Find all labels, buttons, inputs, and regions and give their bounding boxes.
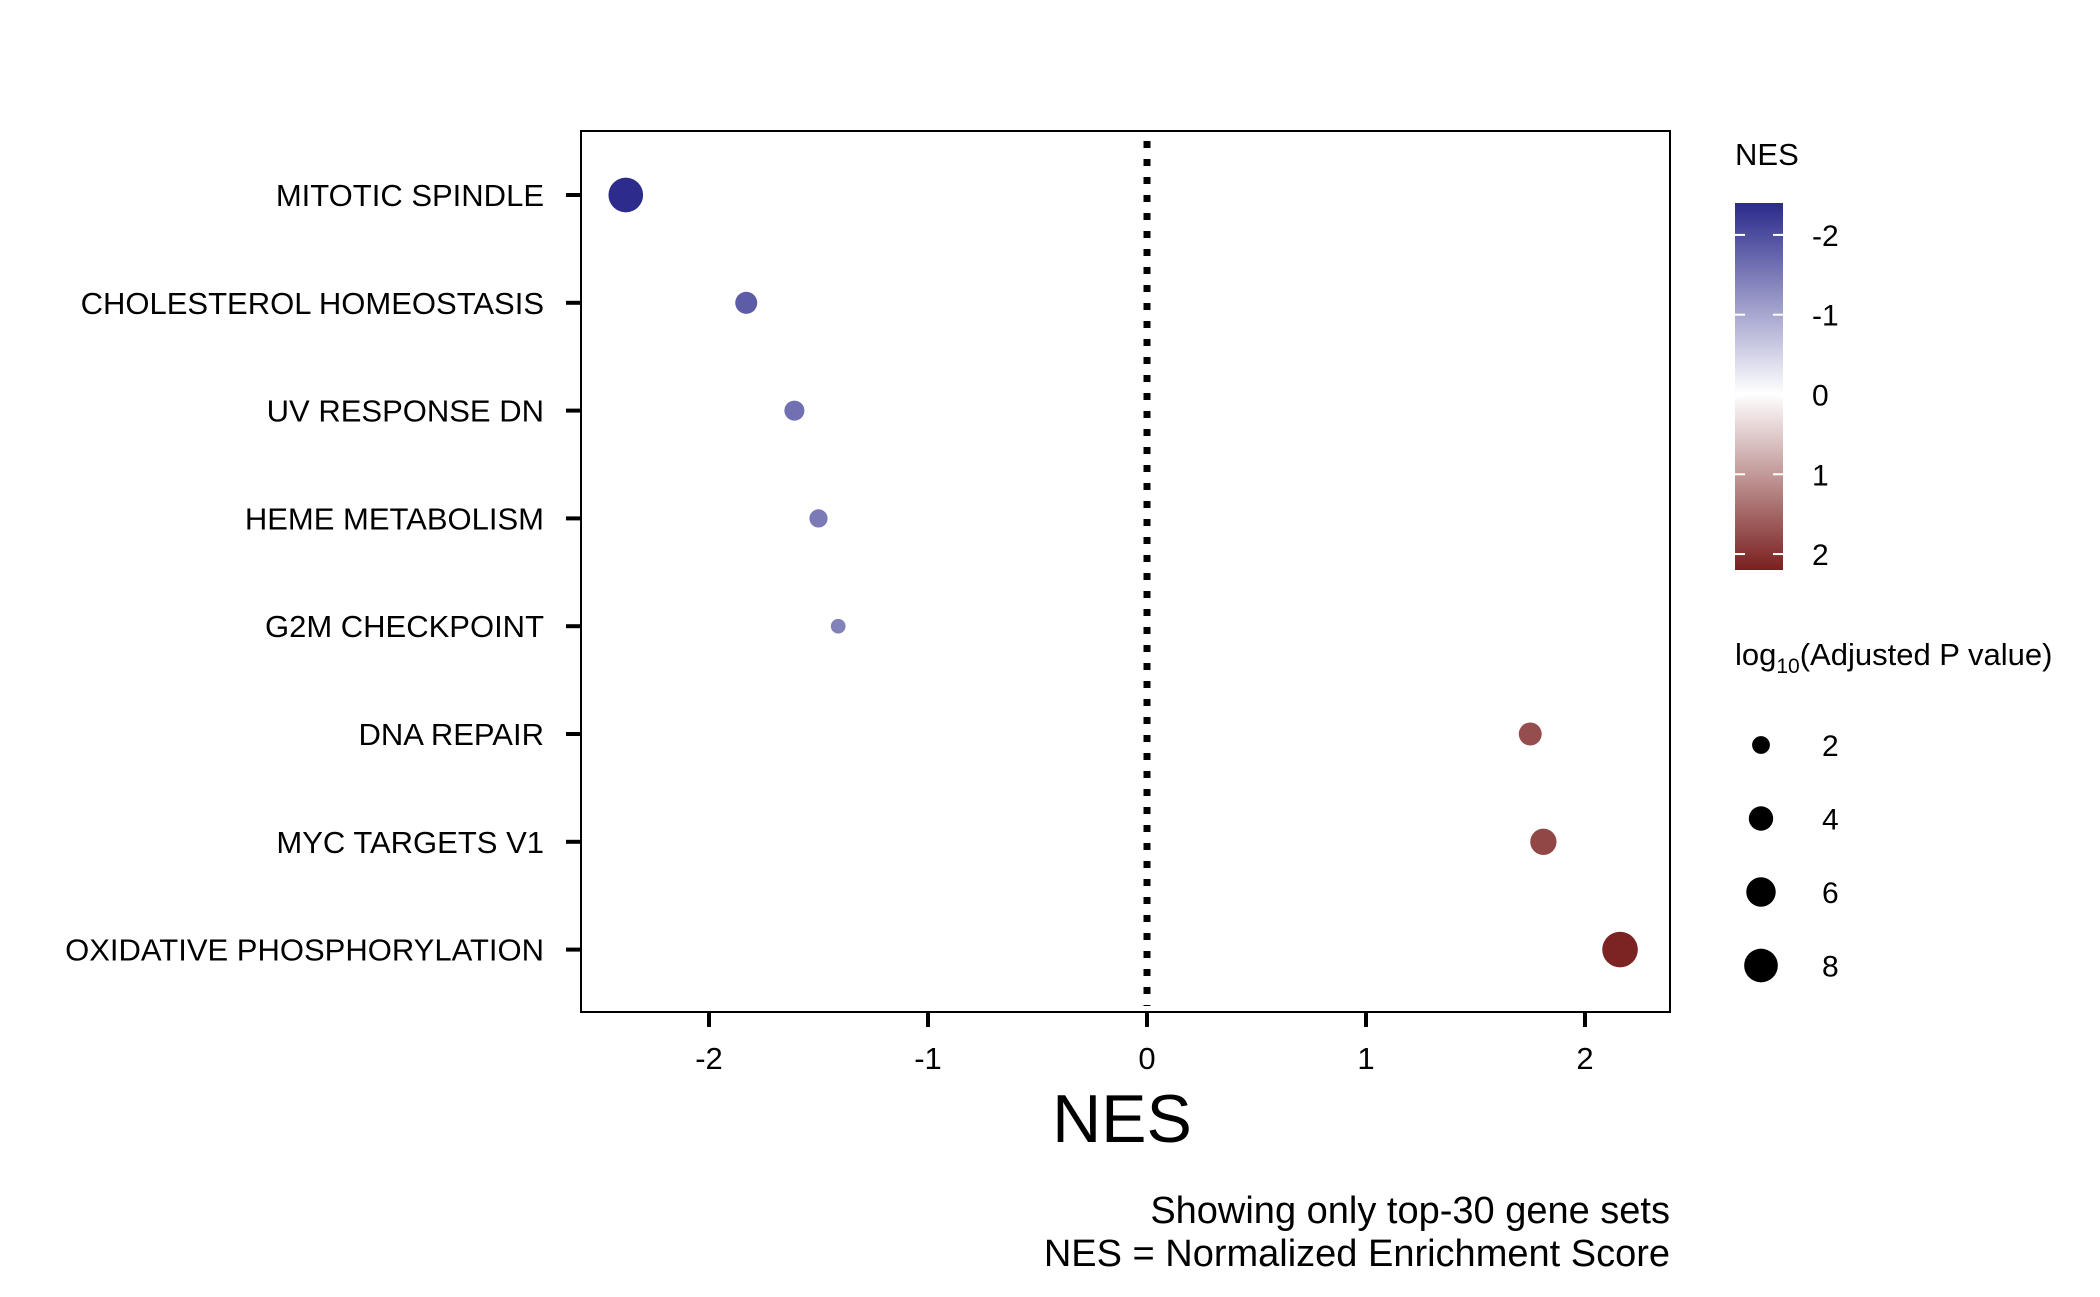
- size-legend-title-subscript: 10: [1776, 655, 1799, 678]
- caption-line-2: NES = Normalized Enrichment Score: [1044, 1233, 1670, 1275]
- points: [608, 177, 1638, 968]
- x-tick-label: 2: [1576, 1041, 1593, 1076]
- y-tick-label: MYC TARGETS V1: [276, 825, 544, 860]
- color-legend-tick-label: -2: [1812, 220, 1839, 253]
- color-legend-tick-label: -1: [1812, 300, 1839, 333]
- y-tick-label: CHOLESTEROL HOMEOSTASIS: [81, 286, 544, 321]
- y-tick-label: G2M CHECKPOINT: [265, 609, 544, 644]
- y-axis: MITOTIC SPINDLE CHOLESTEROL HOMEOSTASIS UV…: [65, 178, 581, 968]
- point: [608, 177, 644, 213]
- color-legend-ticks: -2 -1 0 1 2: [1735, 220, 1839, 572]
- color-legend-tick-label: 1: [1812, 459, 1829, 492]
- plot-panel-border: [580, 130, 1671, 1013]
- size-legend-key: [1744, 948, 1778, 983]
- color-legend-tick-label: 0: [1812, 379, 1829, 412]
- x-axis: -2 -1 0 1 2: [695, 1012, 1594, 1076]
- caption-line-1: Showing only top-30 gene sets: [1150, 1190, 1670, 1232]
- x-tick-label: 0: [1138, 1041, 1155, 1076]
- color-legend-title: NES: [1735, 137, 1799, 172]
- y-tick-label: HEME METABOLISM: [245, 501, 544, 536]
- y-tick-label: DNA REPAIR: [359, 717, 544, 752]
- point: [1530, 828, 1557, 855]
- point: [1602, 931, 1638, 968]
- size-legend-title: log10(Adjusted P value): [1735, 637, 2052, 678]
- x-axis-title: NES: [1052, 1081, 1192, 1157]
- size-legend-key: [1748, 806, 1774, 831]
- size-legend-label: 4: [1822, 804, 1839, 837]
- x-tick-label: 1: [1357, 1041, 1374, 1076]
- point: [1518, 722, 1542, 746]
- point: [830, 618, 846, 634]
- caption: Showing only top-30 gene sets NES = Norm…: [1044, 1190, 1670, 1275]
- size-legend-key: [1752, 736, 1770, 754]
- point: [809, 509, 828, 528]
- y-tick-label: MITOTIC SPINDLE: [276, 178, 544, 213]
- y-tick-label: OXIDATIVE PHOSPHORYLATION: [65, 933, 544, 968]
- color-legend-tick-label: 2: [1812, 539, 1829, 572]
- size-legend-label: 2: [1822, 730, 1839, 763]
- x-tick-label: -2: [695, 1041, 723, 1076]
- size-legend-key: [1746, 877, 1776, 907]
- size-legend-label: 6: [1822, 877, 1839, 910]
- color-legend: NES -2 -1 0 1 2: [1735, 137, 1839, 572]
- point: [784, 400, 805, 421]
- y-tick-label: UV RESPONSE DN: [267, 394, 544, 429]
- x-tick-label: -1: [914, 1041, 942, 1076]
- point: [735, 291, 758, 314]
- size-legend-label: 8: [1822, 951, 1839, 984]
- color-legend-bar: [1735, 203, 1783, 570]
- plot-panel: [580, 130, 1671, 1013]
- size-legend-keys: 2 4 6 8: [1744, 730, 1839, 984]
- size-legend: log10(Adjusted P value) 2 4 6 8: [1735, 637, 2052, 984]
- size-legend-title-suffix: (Adjusted P value): [1800, 637, 2053, 672]
- size-legend-title-prefix: log: [1735, 637, 1776, 672]
